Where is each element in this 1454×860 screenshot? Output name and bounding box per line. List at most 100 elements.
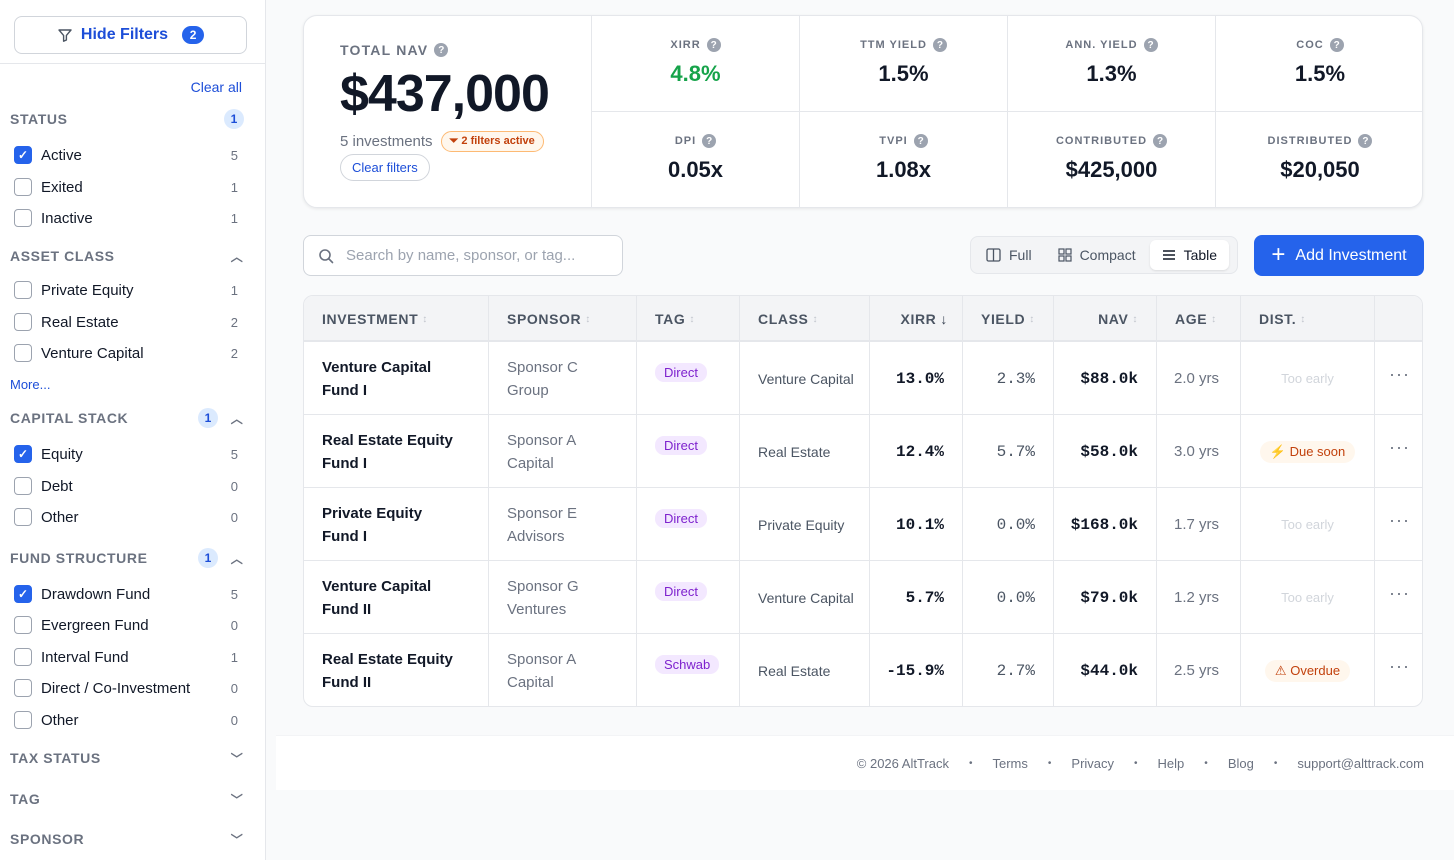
filter-option-other-structure[interactable]: Other 0 <box>14 710 238 730</box>
checkbox[interactable] <box>14 711 32 729</box>
row-actions-icon[interactable]: ··· <box>1389 364 1410 384</box>
row-actions-icon[interactable]: ··· <box>1389 510 1410 530</box>
checkbox-checked[interactable]: ✓ <box>14 445 32 463</box>
column-header-investment[interactable]: INVESTMENT ↕ <box>304 296 489 342</box>
add-investment-button[interactable]: + Add Investment <box>1254 235 1424 276</box>
table-row[interactable]: Real Estate Equity Fund II Sponsor A Capit… <box>304 634 1422 706</box>
filter-option-debt[interactable]: Debt 0 <box>14 476 238 496</box>
row-actions-icon[interactable]: ··· <box>1389 656 1410 676</box>
checkbox-checked[interactable]: ✓ <box>14 585 32 603</box>
view-full-button[interactable]: Full <box>974 240 1044 270</box>
clear-all-link[interactable]: Clear all <box>190 79 242 95</box>
table-row[interactable]: Venture Capital Fund I Sponsor C Group Dir… <box>304 342 1422 415</box>
footer-link-privacy[interactable]: Privacy <box>1071 755 1115 771</box>
checkbox[interactable] <box>14 616 32 634</box>
table-row[interactable]: Real Estate Equity Fund I Sponsor A Capita… <box>304 415 1422 488</box>
column-header-nav[interactable]: NAV ↕ <box>1054 296 1157 342</box>
filter-sidebar: Hide Filters 2 Clear all STATUS 1 ✓ Activ… <box>0 0 266 860</box>
checkbox[interactable] <box>14 209 32 227</box>
column-header-xirr[interactable]: XIRR ↓ <box>870 296 963 342</box>
section-capital-stack-header[interactable]: CAPITAL STACK 1 ︿ <box>10 408 244 428</box>
cell-investment[interactable]: Venture Capital Fund I <box>304 342 489 415</box>
search-input[interactable]: Search by name, sponsor, or tag... <box>303 235 623 276</box>
option-label: Exited <box>41 178 83 196</box>
chevron-up-icon[interactable]: ︿ <box>230 249 244 264</box>
checkbox[interactable] <box>14 679 32 697</box>
section-fund-structure-header[interactable]: FUND STRUCTURE 1 ︿ <box>10 548 244 568</box>
cell-investment[interactable]: Venture Capital Fund II <box>304 561 489 634</box>
row-actions-icon[interactable]: ··· <box>1389 583 1410 603</box>
clear-filters-button[interactable]: Clear filters <box>340 154 430 181</box>
cell-investment[interactable]: Private Equity Fund I <box>304 488 489 561</box>
section-asset-class-header[interactable]: ASSET CLASS ︿ <box>10 246 244 266</box>
cell-investment[interactable]: Real Estate Equity Fund II <box>304 634 489 706</box>
filter-option-active[interactable]: ✓ Active 5 <box>14 145 238 165</box>
checkbox[interactable] <box>14 281 32 299</box>
help-icon[interactable]: ? <box>706 38 721 52</box>
column-header-tag[interactable]: TAG ↕ <box>637 296 740 342</box>
option-count: 2 <box>230 314 238 330</box>
filter-option-other[interactable]: Other 0 <box>14 507 238 527</box>
chevron-down-icon[interactable]: ﹀ <box>230 751 244 766</box>
view-compact-button[interactable]: Compact <box>1046 240 1148 270</box>
column-header-dist[interactable]: DIST. ↕ <box>1241 296 1375 342</box>
section-status-header[interactable]: STATUS 1 <box>10 109 244 129</box>
cell-tag: Direct <box>637 488 740 561</box>
filter-option-private-equity[interactable]: Private Equity 1 <box>14 280 238 300</box>
help-icon[interactable]: ? <box>913 134 928 148</box>
help-icon[interactable]: ? <box>932 38 947 52</box>
footer-link-blog[interactable]: Blog <box>1227 755 1254 771</box>
checkbox[interactable] <box>14 178 32 196</box>
column-header-class[interactable]: CLASS ↕ <box>740 296 870 342</box>
filter-option-equity[interactable]: ✓ Equity 5 <box>14 444 238 464</box>
filter-option-real-estate[interactable]: Real Estate 2 <box>14 312 238 332</box>
help-icon[interactable]: ? <box>1143 38 1158 52</box>
cell-class: Venture Capital <box>740 342 870 415</box>
filter-option-drawdown-fund[interactable]: ✓ Drawdown Fund 5 <box>14 584 238 604</box>
column-header-age[interactable]: AGE ↕ <box>1157 296 1241 342</box>
section-tax-status-header[interactable]: TAX STATUS ﹀ <box>10 748 244 768</box>
help-icon[interactable]: ? <box>702 134 717 148</box>
footer-link-help[interactable]: Help <box>1157 755 1185 771</box>
section-title: ASSET CLASS <box>10 248 115 264</box>
column-header-sponsor[interactable]: SPONSOR ↕ <box>489 296 637 342</box>
filter-option-exited[interactable]: Exited 1 <box>14 177 238 197</box>
checkbox[interactable] <box>14 344 32 362</box>
filter-option-direct-co-investment[interactable]: Direct / Co-Investment 0 <box>14 678 238 698</box>
option-count: 2 <box>230 345 238 361</box>
table-row[interactable]: Private Equity Fund I Sponsor E Advisors D… <box>304 488 1422 561</box>
cell-sponsor: Sponsor E Advisors <box>489 488 637 561</box>
view-table-button[interactable]: Table <box>1149 240 1230 270</box>
table-row[interactable]: Venture Capital Fund II Sponsor G Ventures… <box>304 561 1422 634</box>
footer-link-terms[interactable]: Terms <box>992 755 1028 771</box>
filter-option-interval-fund[interactable]: Interval Fund 1 <box>14 647 238 667</box>
column-header-yield[interactable]: YIELD ↕ <box>963 296 1054 342</box>
cell-investment[interactable]: Real Estate Equity Fund I <box>304 415 489 488</box>
help-icon[interactable]: ? <box>1329 38 1344 52</box>
filter-option-evergreen-fund[interactable]: Evergreen Fund 0 <box>14 615 238 635</box>
chevron-down-icon[interactable]: ﹀ <box>230 832 244 847</box>
checkbox[interactable] <box>14 508 32 526</box>
help-icon[interactable]: ? <box>1358 134 1373 148</box>
section-tag-header[interactable]: TAG ﹀ <box>10 789 244 809</box>
filters-active-badge[interactable]: ⏷ 2 filters active <box>440 131 544 152</box>
more-link[interactable]: More... <box>10 377 51 392</box>
hide-filters-button[interactable]: Hide Filters 2 <box>14 16 247 54</box>
total-nav-label: TOTAL NAV? <box>340 42 449 58</box>
filter-option-inactive[interactable]: Inactive 1 <box>14 208 238 228</box>
help-icon[interactable]: ? <box>1153 134 1168 148</box>
row-actions-icon[interactable]: ··· <box>1389 437 1410 457</box>
chevron-up-icon[interactable]: ︿ <box>230 411 244 426</box>
checkbox[interactable] <box>14 648 32 666</box>
help-icon[interactable]: ? <box>434 43 449 57</box>
chevron-down-icon[interactable]: ﹀ <box>230 792 244 807</box>
checkbox-checked[interactable]: ✓ <box>14 146 32 164</box>
footer-link-support-email[interactable]: support@alttrack.com <box>1297 755 1424 771</box>
sort-icon: ↕ <box>1132 313 1138 325</box>
filter-option-venture-capital[interactable]: Venture Capital 2 <box>14 343 238 363</box>
investment-count-row: 5 investments ⏷ 2 filters active <box>340 131 544 152</box>
checkbox[interactable] <box>14 477 32 495</box>
section-sponsor-header[interactable]: SPONSOR ﹀ <box>10 829 244 849</box>
checkbox[interactable] <box>14 313 32 331</box>
chevron-up-icon[interactable]: ︿ <box>230 551 244 566</box>
